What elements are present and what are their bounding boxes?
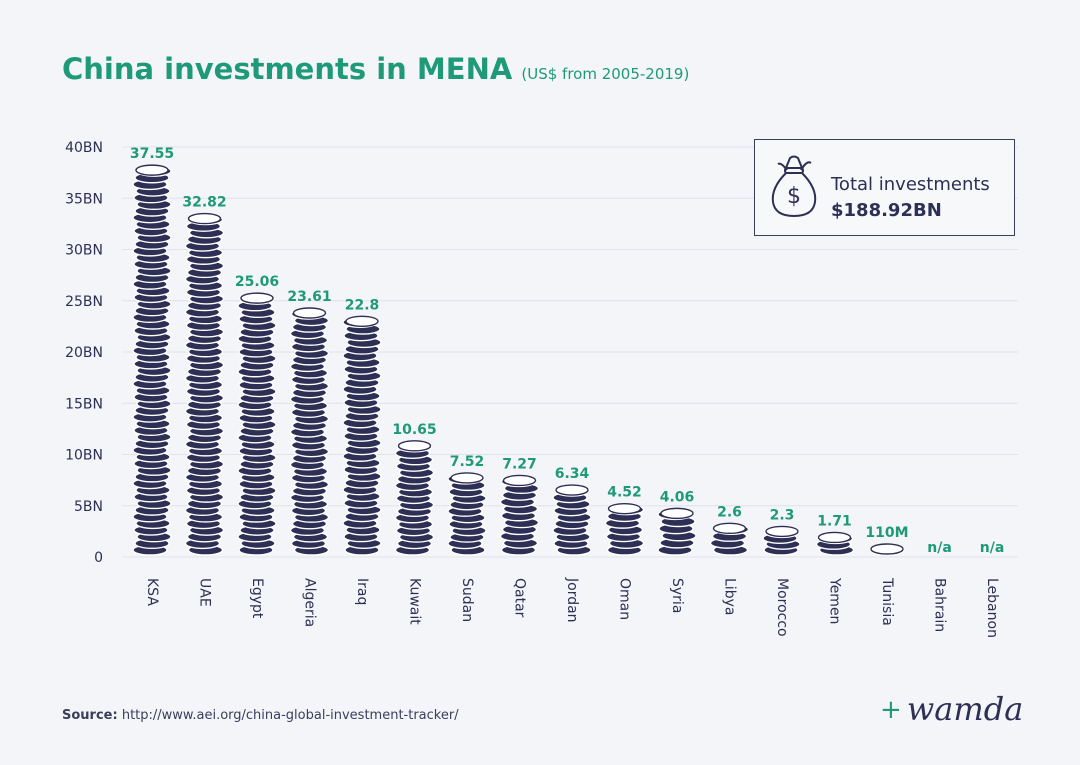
bar-iraq	[342, 315, 382, 556]
x-tick-label: Libya	[722, 578, 738, 615]
x-tick-label: Tunisia	[879, 577, 895, 626]
source-label: Source:	[62, 708, 118, 723]
data-label: 32.82	[182, 195, 226, 211]
bar-morocco	[762, 525, 801, 556]
bar-algeria	[289, 307, 330, 556]
total-investments-box: $ Total investments $188.92BN	[754, 139, 1015, 236]
y-tick-label: 0	[94, 550, 103, 566]
bar-uae	[184, 212, 225, 556]
bar-ksa	[132, 164, 172, 556]
data-label: 25.06	[235, 274, 279, 290]
data-label: 4.52	[607, 485, 642, 501]
data-label: 1.71	[817, 513, 852, 529]
x-tick-label: Qatar	[512, 578, 528, 618]
x-tick-label: Lebanon	[984, 578, 1000, 638]
y-tick-label: 5BN	[74, 499, 103, 515]
brand-logo: + wamda	[880, 690, 1023, 728]
data-label: 6.34	[555, 466, 590, 482]
y-axis-ticks: 0 5BN 10BN 15BN 20BN 25BN 30BN 35BN 40BN	[65, 140, 103, 566]
y-tick-label: 10BN	[65, 448, 103, 464]
x-tick-label: Algeria	[302, 578, 318, 627]
chart-header: China investments in MENA (US$ from 2005…	[62, 52, 689, 86]
data-label: n/a	[980, 540, 1005, 556]
x-tick-label: Bahrain	[932, 578, 948, 632]
bar-egypt	[237, 292, 277, 556]
data-label-layer: 37.55 32.82 25.06 23.61 22.8 10.65 7.52 7.27 6.3…	[130, 146, 1004, 556]
data-label: 2.6	[717, 504, 742, 520]
money-bag-icon: $	[771, 155, 817, 218]
bar-tunisia	[869, 543, 905, 556]
bar-syria	[657, 507, 697, 556]
chart-subtitle: (US$ from 2005-2019)	[521, 65, 690, 83]
x-tick-label: Iraq	[354, 578, 370, 605]
x-tick-label: KSA	[144, 578, 160, 606]
svg-text:$: $	[787, 184, 801, 209]
data-label: 2.3	[770, 507, 795, 523]
x-tick-label: Yemen	[827, 577, 843, 624]
bar-yemen	[815, 531, 855, 556]
x-tick-label: Kuwait	[407, 578, 423, 625]
data-label: 4.06	[660, 489, 695, 505]
bar-qatar	[499, 474, 540, 556]
bar-jordan	[552, 484, 592, 556]
total-investments-value: $188.92BN	[831, 200, 942, 221]
data-label: 23.61	[287, 289, 331, 305]
bar-layer	[132, 164, 905, 556]
source-url: http://www.aei.org/china-global-investme…	[121, 708, 459, 723]
x-tick-label: Syria	[669, 578, 685, 613]
y-tick-label: 25BN	[65, 294, 103, 310]
bar-sudan	[447, 472, 487, 556]
data-label: 37.55	[130, 146, 174, 162]
x-tick-label: Jordan	[564, 577, 580, 623]
x-tick-label: Oman	[617, 578, 633, 620]
plus-sparkle-icon: +	[880, 695, 902, 725]
chart-title: China investments in MENA	[62, 52, 513, 86]
total-investments-label: Total investments	[831, 174, 990, 195]
brand-name: wamda	[906, 690, 1024, 728]
data-label: n/a	[927, 540, 952, 556]
y-tick-label: 40BN	[65, 140, 103, 156]
coin-stack-chart: 0 5BN 10BN 15BN 20BN 25BN 30BN 35BN 40BN 37.55 32…	[65, 140, 1018, 638]
data-label: 110M	[865, 525, 908, 541]
bar-oman	[604, 502, 645, 556]
data-label: 22.8	[345, 297, 380, 313]
y-tick-label: 35BN	[65, 191, 103, 207]
data-label: 7.52	[450, 454, 485, 470]
source-note: Source: http://www.aei.org/china-global-…	[62, 708, 459, 723]
data-label: 10.65	[392, 422, 436, 438]
y-tick-label: 30BN	[65, 243, 103, 259]
bar-kuwait	[394, 440, 435, 556]
x-tick-label: UAE	[197, 578, 213, 607]
data-label: 7.27	[502, 456, 537, 472]
x-axis-ticks: KSA UAE Egypt Algeria Iraq Kuwait Sudan Qatar Jo…	[144, 577, 1000, 638]
y-tick-label: 15BN	[65, 396, 103, 412]
bar-libya	[709, 522, 750, 556]
x-tick-label: Egypt	[249, 578, 265, 619]
x-tick-label: Morocco	[774, 578, 790, 637]
y-tick-label: 20BN	[65, 345, 103, 361]
x-tick-label: Sudan	[459, 578, 475, 622]
